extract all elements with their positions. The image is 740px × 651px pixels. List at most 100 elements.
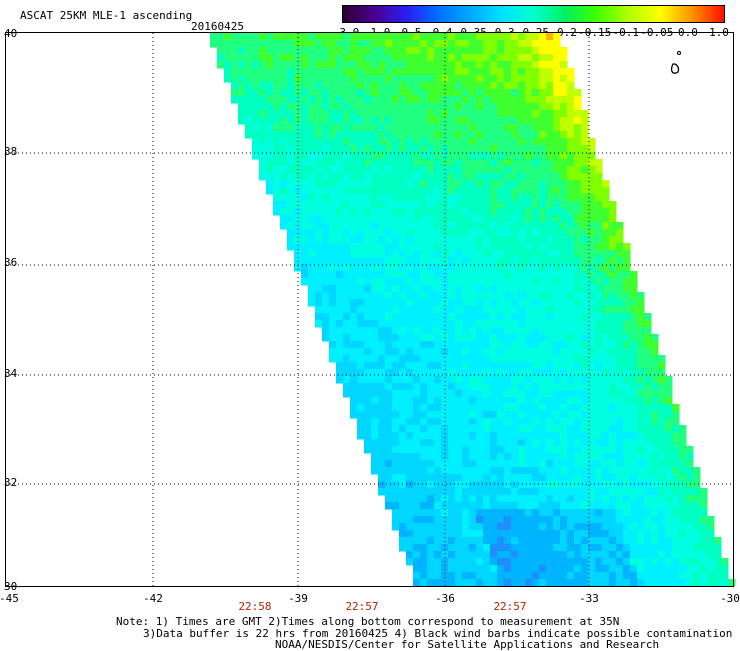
swath-cell <box>329 250 337 258</box>
swath-cell <box>693 502 701 510</box>
note-line-3: NOAA/NESDIS/Center for Satellite Applica… <box>275 638 660 651</box>
swath-cell <box>504 397 512 405</box>
swath-cell <box>420 376 428 384</box>
swath-cell <box>518 201 526 209</box>
swath-cell <box>497 481 505 489</box>
swath-cell <box>525 82 533 90</box>
swath-cell <box>266 180 274 188</box>
swath-cell <box>357 334 365 342</box>
swath-cell <box>336 54 344 62</box>
swath-cell <box>518 124 526 132</box>
swath-cell <box>644 495 652 503</box>
swath-cell <box>476 187 484 195</box>
swath-cell <box>455 299 463 307</box>
swath-cell <box>525 397 533 405</box>
swath-cell <box>308 103 316 111</box>
swath-cell <box>588 320 596 328</box>
swath-cell <box>574 544 582 552</box>
swath-cell <box>259 166 267 174</box>
swath-cell <box>378 180 386 188</box>
swath-cell <box>693 495 701 503</box>
swath-cell <box>546 131 554 139</box>
swath-cell <box>427 124 435 132</box>
swath-cell <box>322 187 330 195</box>
swath-cell <box>406 369 414 377</box>
swath-cell <box>371 306 379 314</box>
swath-cell <box>301 271 309 279</box>
swath-cell <box>469 40 477 48</box>
swath-cell <box>434 173 442 181</box>
swath-cell <box>651 572 659 580</box>
swath-cell <box>490 369 498 377</box>
swath-cell <box>623 411 631 419</box>
swath-cell <box>553 397 561 405</box>
swath-cell <box>294 187 302 195</box>
swath-cell <box>343 145 351 153</box>
swath-cell <box>490 222 498 230</box>
swath-cell <box>574 530 582 538</box>
swath-cell <box>539 383 547 391</box>
swath-cell <box>644 474 652 482</box>
swath-cell <box>560 278 568 286</box>
swath-cell <box>371 222 379 230</box>
swath-cell <box>462 418 470 426</box>
swath-cell <box>434 495 442 503</box>
swath-cell <box>371 236 379 244</box>
swath-cell <box>588 509 596 517</box>
swath-cell <box>441 103 449 111</box>
swath-cell <box>399 397 407 405</box>
swath-cell <box>469 243 477 251</box>
swath-cell <box>399 257 407 265</box>
swath-cell <box>511 355 519 363</box>
swath-cell <box>553 285 561 293</box>
swath-cell <box>588 215 596 223</box>
swath-cell <box>427 341 435 349</box>
swath-cell <box>413 523 421 531</box>
swath-cell <box>455 131 463 139</box>
swath-cell <box>399 481 407 489</box>
swath-cell <box>469 180 477 188</box>
swath-cell <box>483 33 491 41</box>
swath-cell <box>301 54 309 62</box>
swath-cell <box>476 334 484 342</box>
swath-cell <box>483 523 491 531</box>
swath-cell <box>448 131 456 139</box>
swath-cell <box>308 75 316 83</box>
swath-cell <box>266 159 274 167</box>
swath-cell <box>406 131 414 139</box>
swath-cell <box>336 201 344 209</box>
swath-cell <box>546 96 554 104</box>
swath-cell <box>574 390 582 398</box>
swath-cell <box>504 285 512 293</box>
swath-cell <box>399 75 407 83</box>
swath-cell <box>483 103 491 111</box>
swath-cell <box>525 229 533 237</box>
swath-cell <box>588 250 596 258</box>
swath-cell <box>441 572 449 580</box>
swath-cell <box>553 215 561 223</box>
swath-cell <box>350 201 358 209</box>
swath-cell <box>301 124 309 132</box>
swath-cell <box>301 194 309 202</box>
swath-cell <box>259 61 267 69</box>
swath-cell <box>616 236 624 244</box>
swath-cell <box>497 502 505 510</box>
swath-cell <box>259 152 267 160</box>
swath-cell <box>483 243 491 251</box>
swath-cell <box>427 159 435 167</box>
swath-cell <box>385 488 393 496</box>
swath-cell <box>364 40 372 48</box>
swath-cell <box>483 551 491 559</box>
swath-cell <box>553 250 561 258</box>
swath-cell <box>322 250 330 258</box>
swath-cell <box>525 110 533 118</box>
swath-cell <box>567 299 575 307</box>
swath-cell <box>539 264 547 272</box>
swath-cell <box>602 236 610 244</box>
swath-cell <box>350 334 358 342</box>
swath-cell <box>525 138 533 146</box>
swath-cell <box>588 180 596 188</box>
swath-cell <box>350 355 358 363</box>
swath-cell <box>546 397 554 405</box>
swath-cell <box>462 537 470 545</box>
